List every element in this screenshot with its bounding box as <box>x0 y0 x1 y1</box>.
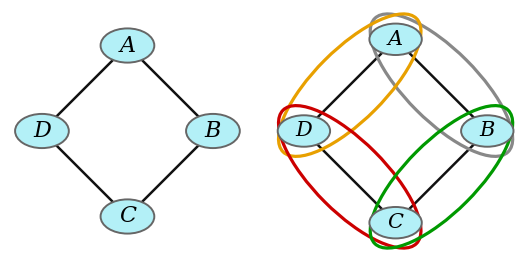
Ellipse shape <box>278 115 330 147</box>
Text: D: D <box>33 120 51 142</box>
Ellipse shape <box>100 28 155 63</box>
Text: B: B <box>205 120 221 142</box>
Text: D: D <box>296 122 312 140</box>
Ellipse shape <box>186 114 240 148</box>
Ellipse shape <box>100 199 155 234</box>
Ellipse shape <box>370 24 422 55</box>
Text: C: C <box>388 213 404 232</box>
Ellipse shape <box>461 115 513 147</box>
Ellipse shape <box>370 207 422 238</box>
Text: A: A <box>119 35 135 57</box>
Text: B: B <box>479 122 495 140</box>
Text: A: A <box>388 30 403 49</box>
Text: C: C <box>119 205 136 227</box>
Ellipse shape <box>15 114 69 148</box>
